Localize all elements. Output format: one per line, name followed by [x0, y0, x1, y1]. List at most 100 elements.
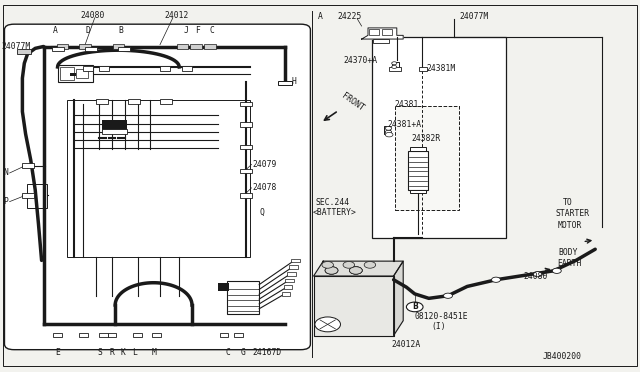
Text: B: B	[412, 302, 417, 311]
Text: R: R	[109, 348, 115, 357]
Bar	[22, 163, 34, 168]
Bar	[57, 44, 68, 49]
Bar	[227, 281, 259, 314]
Text: FRONT: FRONT	[340, 92, 365, 113]
Polygon shape	[314, 276, 394, 336]
Bar	[102, 120, 127, 131]
Text: 24077M: 24077M	[1, 42, 31, 51]
Bar	[76, 69, 88, 78]
Bar	[160, 99, 172, 104]
Bar	[373, 39, 389, 43]
Text: (I): (I)	[431, 322, 446, 331]
Bar	[410, 147, 426, 151]
Bar	[278, 81, 292, 85]
Circle shape	[385, 132, 393, 137]
Bar	[240, 169, 252, 173]
Circle shape	[385, 126, 392, 130]
Text: EARTH: EARTH	[557, 259, 581, 268]
Bar	[410, 190, 426, 193]
Text: MOTOR: MOTOR	[558, 221, 582, 230]
Polygon shape	[394, 261, 403, 336]
Bar	[382, 29, 392, 35]
Bar	[160, 66, 170, 71]
Bar	[102, 129, 127, 134]
Circle shape	[392, 62, 397, 65]
Circle shape	[364, 262, 376, 268]
Circle shape	[325, 267, 338, 274]
Text: 24381+A: 24381+A	[388, 120, 422, 129]
Text: SEC.244: SEC.244	[316, 198, 349, 207]
Text: C: C	[210, 26, 215, 35]
Text: 24381M: 24381M	[427, 64, 456, 73]
Text: P: P	[3, 197, 8, 206]
Text: 24080: 24080	[524, 272, 548, 280]
Bar	[240, 193, 252, 198]
Bar	[27, 184, 47, 208]
Bar	[369, 29, 379, 35]
Text: STARTER: STARTER	[556, 209, 589, 218]
Bar	[67, 100, 250, 257]
Bar	[177, 44, 188, 49]
Text: 08120-8451E: 08120-8451E	[415, 312, 468, 321]
Bar	[372, 37, 506, 238]
FancyBboxPatch shape	[4, 24, 310, 350]
Bar	[218, 283, 229, 291]
Bar	[182, 66, 192, 71]
Text: 24079: 24079	[252, 160, 276, 169]
Bar	[128, 99, 140, 104]
Bar	[99, 66, 109, 71]
Circle shape	[349, 267, 362, 274]
Bar	[99, 333, 108, 337]
Bar	[384, 126, 390, 134]
Circle shape	[343, 262, 355, 268]
Bar	[113, 44, 124, 49]
Text: J: J	[183, 26, 188, 35]
Text: M: M	[152, 348, 157, 357]
Circle shape	[385, 130, 392, 134]
Bar	[204, 44, 216, 49]
Circle shape	[533, 272, 542, 277]
Text: 24080: 24080	[80, 11, 104, 20]
Text: 24370+A: 24370+A	[343, 56, 377, 65]
Bar	[79, 333, 88, 337]
Circle shape	[325, 267, 338, 274]
Bar	[419, 67, 427, 71]
Text: G: G	[241, 348, 246, 357]
Text: 24225: 24225	[338, 12, 362, 21]
Bar	[282, 292, 290, 296]
Bar	[70, 73, 76, 76]
Bar	[395, 106, 459, 210]
Bar	[389, 67, 401, 71]
Text: S: S	[98, 348, 103, 357]
Bar	[285, 279, 294, 282]
Text: N: N	[3, 169, 8, 177]
Text: F: F	[195, 26, 200, 35]
Text: A: A	[52, 26, 58, 35]
Bar	[52, 46, 64, 51]
Circle shape	[325, 267, 338, 274]
Circle shape	[444, 293, 452, 298]
Bar	[133, 333, 142, 337]
Circle shape	[322, 262, 333, 268]
Text: D: D	[85, 26, 90, 35]
Text: L: L	[132, 348, 138, 357]
Circle shape	[392, 65, 397, 68]
Text: 24167D: 24167D	[253, 348, 282, 357]
Bar	[190, 44, 202, 49]
Bar	[289, 265, 298, 269]
Circle shape	[552, 268, 561, 273]
Text: BODY: BODY	[559, 248, 578, 257]
Circle shape	[349, 267, 362, 274]
Bar	[287, 272, 296, 276]
Bar	[118, 46, 130, 51]
Bar	[408, 151, 428, 190]
Text: A: A	[318, 12, 323, 21]
Bar	[85, 46, 97, 51]
Bar	[58, 65, 93, 82]
Text: E: E	[55, 348, 60, 357]
Text: JB400200: JB400200	[543, 352, 582, 361]
Bar	[234, 333, 243, 337]
Bar	[83, 66, 93, 71]
Polygon shape	[362, 28, 403, 39]
Bar	[17, 49, 31, 54]
